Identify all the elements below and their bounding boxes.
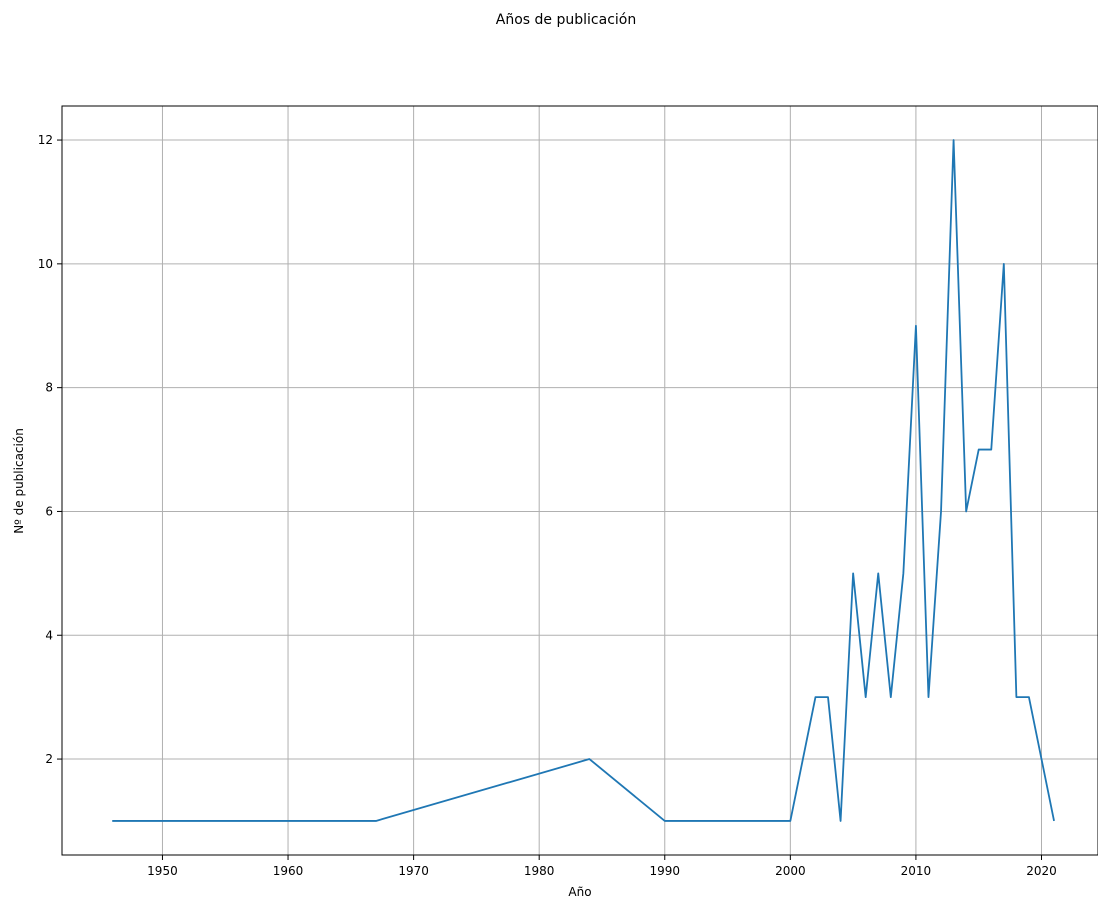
y-tick-label: 10 xyxy=(38,257,53,271)
x-axis-label: Año xyxy=(568,885,591,899)
x-axis-ticks: 1950 1960 1970 1980 1990 2000 2010 2020 xyxy=(147,855,1057,878)
x-tick-label: 2000 xyxy=(775,864,806,878)
x-tick-label: 2010 xyxy=(901,864,932,878)
series-line xyxy=(112,139,1055,822)
x-tick-label: 2020 xyxy=(1026,864,1057,878)
x-tick-label: 1990 xyxy=(649,864,680,878)
y-tick-label: 2 xyxy=(45,752,53,766)
y-tick-label: 12 xyxy=(38,133,53,147)
y-tick-label: 4 xyxy=(45,628,53,642)
y-tick-label: 8 xyxy=(45,381,53,395)
x-tick-label: 1950 xyxy=(147,864,178,878)
plot-frame xyxy=(61,105,1098,856)
grid xyxy=(62,106,1098,855)
y-axis-label: Nº de publicación xyxy=(12,428,26,534)
chart-title: Años de publicación xyxy=(496,12,636,28)
y-tick-label: 6 xyxy=(45,504,53,518)
x-tick-label: 1960 xyxy=(273,864,304,878)
x-tick-label: 1970 xyxy=(398,864,429,878)
x-tick-label: 1980 xyxy=(524,864,555,878)
y-axis-ticks: 2 4 6 8 10 12 xyxy=(38,133,62,766)
series-layer xyxy=(112,139,1055,822)
